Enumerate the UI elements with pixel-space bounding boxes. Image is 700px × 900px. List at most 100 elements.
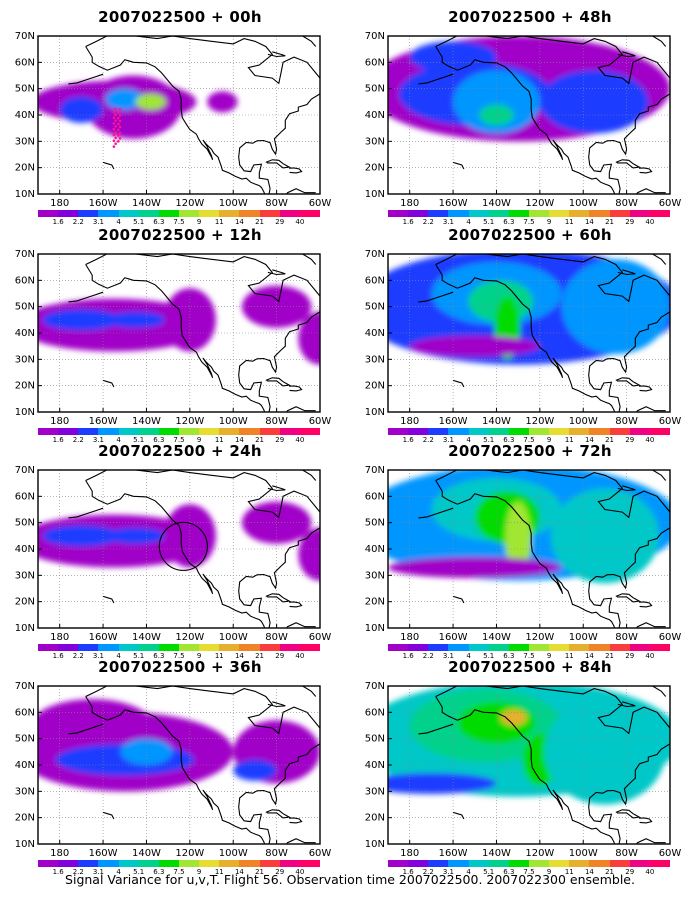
color-swatch — [408, 860, 429, 867]
color-scale-bar: 1.6 2.2 3.1 4 5.1 6.3 7.5 9 11 14 21 29 40 — [38, 428, 320, 448]
color-swatch — [448, 428, 469, 435]
lat-tick-label: 60N — [15, 275, 35, 286]
color-scale-label: 5.1 — [133, 436, 145, 444]
lat-tick-label: 10N — [15, 407, 35, 418]
map-panel: 2007022500 + 36h 70N 60N 50N 40N 30N 20N 10N 180… — [0, 658, 345, 876]
color-scale-label: 2.2 — [72, 436, 84, 444]
color-swatch — [299, 428, 320, 435]
color-scale-label: 11 — [564, 868, 574, 876]
map-panel: 2007022500 + 24h 70N 60N 50N 40N 30N 20N 10N 180… — [0, 442, 345, 660]
color-scale-label: 9 — [546, 652, 552, 660]
color-swatch — [528, 428, 550, 435]
lon-tick-label: 140W — [482, 848, 511, 859]
color-scale-label: 40 — [295, 218, 305, 226]
color-scale-label: 40 — [645, 652, 655, 660]
color-swatch — [78, 860, 99, 867]
color-swatch — [609, 428, 630, 435]
color-scale-label: 14 — [234, 868, 244, 876]
color-swatch — [299, 644, 320, 651]
lon-tick-label: 100W — [569, 198, 598, 209]
color-scale-label: 14 — [584, 652, 594, 660]
panel-title: 2007022500 + 84h — [448, 658, 612, 676]
color-scale-label: 2.2 — [422, 868, 434, 876]
lon-tick-label: 160W — [439, 632, 468, 643]
color-scale-bar: 1.6 2.2 3.1 4 5.1 6.3 7.5 9 11 14 21 29 40 — [38, 210, 320, 230]
lat-tick-label: 30N — [15, 786, 35, 797]
lat-tick-label: 30N — [365, 354, 385, 365]
color-scale-label: 2.2 — [72, 218, 84, 226]
variance-contour — [135, 93, 166, 110]
lat-tick-label: 30N — [365, 136, 385, 147]
lon-tick-label: 160W — [89, 848, 118, 859]
lon-tick-label: 80W — [615, 848, 638, 859]
color-scale-label: 2.2 — [72, 652, 84, 660]
lat-tick-label: 40N — [365, 328, 385, 339]
color-scale-label: 40 — [645, 218, 655, 226]
color-scale-label: 1.6 — [52, 868, 64, 876]
lon-tick-label: 80W — [265, 848, 288, 859]
color-swatch — [549, 644, 570, 651]
map-panel: 2007022500 + 48h 70N 60N 50N 40N 30N 20N 10N 180… — [350, 8, 695, 226]
color-scale-label: 1.6 — [402, 652, 414, 660]
lon-tick-label: 180 — [50, 416, 69, 427]
color-scale-label: 7.5 — [173, 652, 185, 660]
variance-contour — [163, 504, 216, 568]
map-gridlines — [38, 686, 320, 844]
color-swatch — [259, 210, 280, 217]
color-scale-bar: 1.6 2.2 3.1 4 5.1 6.3 7.5 9 11 14 21 29 40 — [388, 860, 670, 880]
color-scale-bar: 1.6 2.2 3.1 4 5.1 6.3 7.5 9 11 14 21 29 40 — [388, 428, 670, 448]
color-swatch — [158, 428, 179, 435]
variance-contour — [550, 488, 660, 584]
color-swatch — [299, 210, 320, 217]
color-scale-label: 3.1 — [92, 868, 104, 876]
color-swatch — [98, 644, 119, 651]
lat-tick-label: 50N — [15, 518, 35, 529]
lon-tick-label: 160W — [439, 848, 468, 859]
lon-tick-label: 120W — [525, 416, 554, 427]
variance-contour — [298, 527, 320, 581]
coastlines — [68, 36, 320, 194]
color-scale-label: 7.5 — [523, 218, 535, 226]
coastlines — [68, 470, 320, 628]
variance-contour — [105, 527, 166, 544]
color-swatch — [428, 210, 449, 217]
map-gridlines — [38, 470, 320, 628]
color-scale-label: 3.1 — [442, 868, 454, 876]
color-scale-label: 5.1 — [133, 218, 145, 226]
color-scale-label: 11 — [564, 218, 574, 226]
color-swatch — [118, 428, 139, 435]
color-swatch — [649, 860, 670, 867]
color-swatch — [569, 210, 590, 217]
lat-tick-label: 20N — [15, 597, 35, 608]
lat-tick-label: 60N — [15, 57, 35, 68]
variance-contour — [453, 70, 540, 134]
color-swatch — [239, 644, 260, 651]
color-swatch — [78, 644, 99, 651]
color-swatch — [388, 644, 409, 651]
color-scale-label: 9 — [546, 436, 552, 444]
color-scale-label: 40 — [295, 436, 305, 444]
coastlines — [418, 254, 670, 412]
color-swatch — [279, 860, 300, 867]
color-scale-label: 21 — [605, 436, 615, 444]
color-scale-label: 5.1 — [483, 868, 495, 876]
color-scale-label: 9 — [196, 868, 202, 876]
color-swatch — [629, 860, 650, 867]
color-scale-label: 7.5 — [173, 868, 185, 876]
lon-tick-label: 120W — [175, 848, 204, 859]
color-scale-label: 4 — [466, 218, 471, 226]
color-swatch — [279, 210, 300, 217]
coastlines — [418, 686, 670, 844]
flight-track — [112, 107, 122, 148]
variance-map: 70N 60N 50N 40N 30N 20N 10N 180 160W 140W 120W 100W… — [365, 31, 682, 209]
color-scale-label: 11 — [564, 652, 574, 660]
color-swatch — [118, 644, 139, 651]
color-scale-label: 4 — [116, 436, 121, 444]
color-swatch — [448, 210, 469, 217]
color-swatch — [178, 644, 200, 651]
color-scale-label: 21 — [255, 652, 265, 660]
variance-contour — [505, 501, 532, 576]
lat-tick-label: 50N — [365, 734, 385, 745]
panel-title: 2007022500 + 72h — [448, 442, 612, 460]
lat-tick-label: 20N — [365, 163, 385, 174]
